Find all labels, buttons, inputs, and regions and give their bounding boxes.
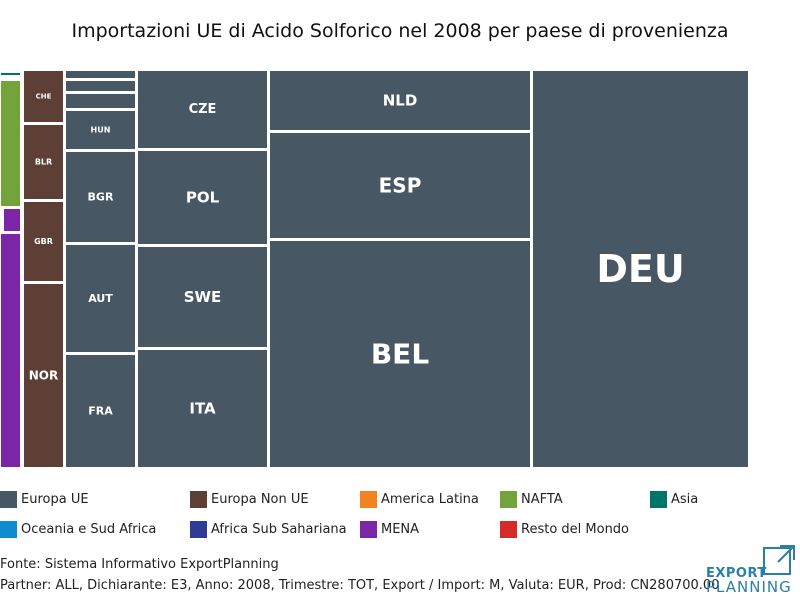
treemap-tile <box>64 69 137 80</box>
legend-item: Resto del Mondo <box>500 520 629 538</box>
treemap-tile-che <box>22 69 65 124</box>
tile-label-hun: HUN <box>91 126 111 135</box>
treemap-tile <box>2 207 22 233</box>
legend-label: Oceania e Sud Africa <box>21 521 157 537</box>
legend-item: America Latina <box>360 490 479 508</box>
treemap-tile-nld <box>268 69 532 132</box>
legend-label: Resto del Mondo <box>521 521 630 537</box>
legend-label: NAFTA <box>521 491 563 507</box>
treemap-tile-deu <box>531 69 750 469</box>
tile-label-esp: ESP <box>379 174 422 198</box>
legend-swatch <box>0 520 17 538</box>
tile-label-bgr: BGR <box>88 191 114 204</box>
tile-label-gbr: GBR <box>34 237 53 246</box>
params-note: Partner: ALL, Dichiarante: E3, Anno: 200… <box>0 578 720 593</box>
legend-swatch <box>500 520 517 538</box>
source-note: Fonte: Sistema Informativo ExportPlannin… <box>0 557 279 572</box>
treemap-tile <box>0 232 22 469</box>
legend-swatch <box>360 490 377 508</box>
legend-item: Europa Non UE <box>190 490 309 508</box>
treemap-tile-gbr <box>22 200 65 283</box>
treemap-chart: DEU BEL ESP NLD ITA SWE POL CZE FRA AUT BGR HUN NOR G… <box>0 69 750 469</box>
treemap-tile-hun <box>64 109 137 151</box>
treemap-tile-fra <box>64 353 137 469</box>
treemap-tile <box>64 79 137 93</box>
treemap-tile-swe <box>136 245 269 349</box>
tile-label-cze: CZE <box>189 102 217 117</box>
tile-label-nld: NLD <box>383 92 418 110</box>
treemap-tile <box>0 79 22 208</box>
treemap-tile-bgr <box>64 150 137 244</box>
tile-label-aut: AUT <box>88 292 113 305</box>
exportplanning-logo: EXPORT PLANNING <box>706 544 796 596</box>
treemap-tile <box>0 71 22 77</box>
legend-swatch <box>500 490 517 508</box>
legend-label: Africa Sub Sahariana <box>211 521 347 537</box>
tile-label-blr: BLR <box>35 158 52 167</box>
legend-item: Europa UE <box>0 490 89 508</box>
chart-title: Importazioni UE di Acido Solforico nel 2… <box>71 20 729 42</box>
legend-item: Asia <box>650 490 698 508</box>
tile-label-che: CHE <box>36 93 52 101</box>
legend-swatch <box>360 520 377 538</box>
treemap-tile-bel <box>268 239 532 469</box>
legend-label: Europa UE <box>21 491 89 507</box>
legend-label: Europa Non UE <box>211 491 309 507</box>
tile-label-bel: BEL <box>371 338 429 371</box>
legend-swatch <box>190 490 207 508</box>
legend-label: Asia <box>671 491 699 507</box>
legend-swatch <box>650 490 667 508</box>
legend-swatch <box>190 520 207 538</box>
tile-label-swe: SWE <box>184 288 222 306</box>
legend-item: MENA <box>360 520 419 538</box>
legend-item: Oceania e Sud Africa <box>0 520 156 538</box>
treemap-tile-cze <box>136 69 269 150</box>
legend-label: MENA <box>381 521 420 537</box>
tile-label-ita: ITA <box>189 400 216 418</box>
treemap-tile-blr <box>22 123 65 201</box>
tile-label-nor: NOR <box>29 369 58 383</box>
legend-item: Africa Sub Sahariana <box>190 520 347 538</box>
tile-label-deu: DEU <box>596 247 684 291</box>
tile-label-fra: FRA <box>88 405 113 418</box>
tile-label-pol: POL <box>186 189 220 207</box>
legend-label: America Latina <box>381 491 479 507</box>
treemap-tile <box>64 92 137 110</box>
legend-swatch <box>0 490 17 508</box>
treemap-tile-pol <box>136 149 269 246</box>
legend-item: NAFTA <box>500 490 563 508</box>
